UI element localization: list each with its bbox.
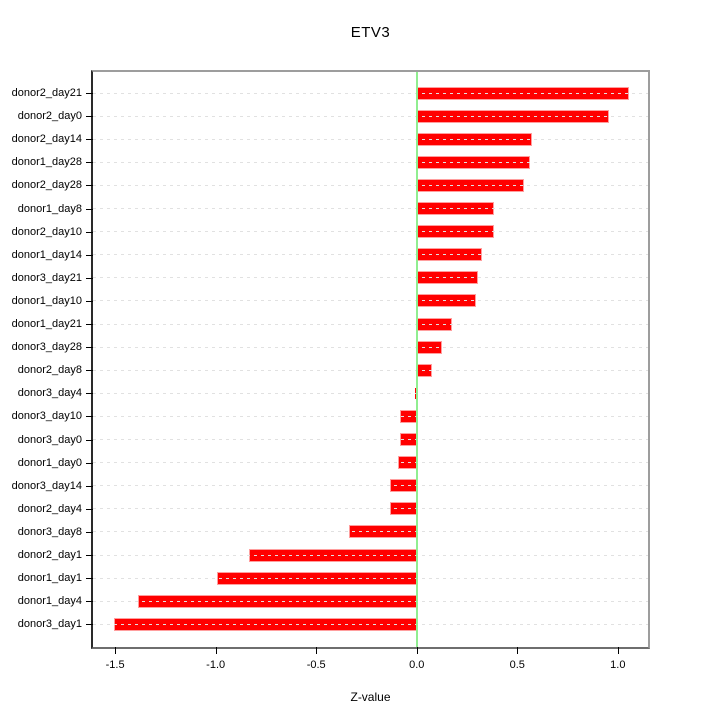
gridline-row-14 <box>93 392 648 394</box>
y-label-donor1_day1: donor1_day1 <box>17 572 82 585</box>
y-label-donor2_day21: donor2_day21 <box>11 87 82 99</box>
gridline-row-6 <box>93 208 648 209</box>
y-tick-donor3_day21 <box>86 277 93 279</box>
x-tick-label-1.0: 1.0 <box>610 659 626 671</box>
y-tick-donor3_day0 <box>86 439 93 441</box>
y-tick-donor2_day1 <box>86 555 93 556</box>
y-label-donor1_day8: donor1_day8 <box>17 202 82 215</box>
y-label-donor3_day4: donor3_day4 <box>17 387 82 400</box>
x-tick--1.0 <box>215 647 217 654</box>
gridline-row-18 <box>93 485 648 487</box>
gridline-row-4 <box>93 161 648 163</box>
zero-baseline <box>415 72 418 647</box>
y-tick-donor2_day14 <box>86 139 93 141</box>
y-tick-donor3_day1 <box>86 624 93 626</box>
gridline-row-10 <box>93 300 648 302</box>
x-tick-label-0.0: 0.0 <box>409 659 425 671</box>
x-axis-title: Z-value <box>350 690 391 704</box>
y-tick-donor1_day21 <box>86 324 93 325</box>
y-label-donor3_day1: donor3_day1 <box>17 618 82 631</box>
plot-area <box>91 70 650 649</box>
gridline-row-13 <box>93 369 648 371</box>
y-label-donor2_day14: donor2_day14 <box>11 133 82 146</box>
y-tick-donor3_day28 <box>86 347 93 349</box>
y-tick-donor3_day4 <box>86 393 93 395</box>
gridline-row-16 <box>93 439 648 440</box>
gridline-row-11 <box>93 323 648 325</box>
gridline-row-12 <box>93 346 648 348</box>
y-label-donor3_day21: donor3_day21 <box>11 271 82 284</box>
x-tick-1.0 <box>617 647 619 654</box>
y-tick-donor3_day8 <box>86 531 93 533</box>
y-label-donor3_day10: donor3_day10 <box>11 410 82 423</box>
gridline-row-20 <box>93 531 648 533</box>
y-tick-donor2_day28 <box>86 185 93 187</box>
y-label-donor3_day28: donor3_day28 <box>11 341 82 354</box>
y-tick-donor1_day1 <box>86 578 93 580</box>
y-label-donor1_day0: donor1_day0 <box>17 456 82 469</box>
gridline-row-19 <box>93 508 648 510</box>
x-tick-label-0.5: 0.5 <box>509 659 525 671</box>
y-label-donor3_day0: donor3_day0 <box>17 433 82 446</box>
gridline-row-17 <box>93 462 648 464</box>
gridline-row-1 <box>93 92 648 94</box>
y-label-donor1_day14: donor1_day14 <box>11 248 82 261</box>
gridline-row-23 <box>93 600 648 602</box>
y-label-donor3_day8: donor3_day8 <box>17 525 82 538</box>
gridline-row-8 <box>93 254 648 256</box>
y-tick-donor2_day8 <box>86 370 93 372</box>
y-tick-donor1_day28 <box>86 162 93 164</box>
y-tick-donor1_day0 <box>86 462 93 464</box>
x-tick-0.0 <box>416 647 418 654</box>
x-tick--0.5 <box>316 647 318 654</box>
gridline-row-9 <box>93 277 648 279</box>
gridline-row-22 <box>93 577 648 579</box>
y-label-donor2_day8: donor2_day8 <box>17 364 82 377</box>
y-label-donor2_day4: donor2_day4 <box>17 502 82 515</box>
y-tick-donor1_day4 <box>86 601 93 603</box>
y-label-donor2_day1: donor2_day1 <box>17 549 82 561</box>
y-tick-donor2_day10 <box>86 231 93 233</box>
gridline-row-21 <box>93 554 648 556</box>
y-tick-donor2_day0 <box>86 116 93 118</box>
gridline-row-3 <box>93 138 648 140</box>
y-tick-donor1_day14 <box>86 254 93 256</box>
chart-title: ETV3 <box>350 24 391 41</box>
y-label-donor3_day14: donor3_day14 <box>11 479 82 492</box>
y-label-donor2_day28: donor2_day28 <box>11 179 82 192</box>
y-tick-donor2_day4 <box>86 508 93 510</box>
y-label-donor2_day0: donor2_day0 <box>17 110 82 123</box>
x-tick-label--0.5: -0.5 <box>306 659 326 671</box>
gridline-row-15 <box>93 415 648 417</box>
x-tick-label--1.0: -1.0 <box>206 659 226 671</box>
x-tick--1.5 <box>115 647 117 654</box>
gridline-row-5 <box>93 184 648 186</box>
y-tick-donor1_day10 <box>86 300 93 302</box>
y-label-donor1_day4: donor1_day4 <box>17 595 82 608</box>
y-label-donor1_day21: donor1_day21 <box>11 318 82 330</box>
y-tick-donor3_day10 <box>86 416 93 418</box>
y-label-donor1_day10: donor1_day10 <box>11 294 82 307</box>
gridline-row-2 <box>93 115 648 117</box>
gridline-row-24 <box>93 623 648 625</box>
y-tick-donor1_day8 <box>86 208 93 210</box>
y-tick-donor2_day21 <box>86 93 93 94</box>
y-label-donor1_day28: donor1_day28 <box>11 156 82 169</box>
x-tick-0.5 <box>517 647 519 654</box>
x-tick-label--1.5: -1.5 <box>105 659 125 671</box>
gridline-row-7 <box>93 231 648 233</box>
y-tick-donor3_day14 <box>86 485 93 487</box>
y-label-donor2_day10: donor2_day10 <box>11 225 82 238</box>
